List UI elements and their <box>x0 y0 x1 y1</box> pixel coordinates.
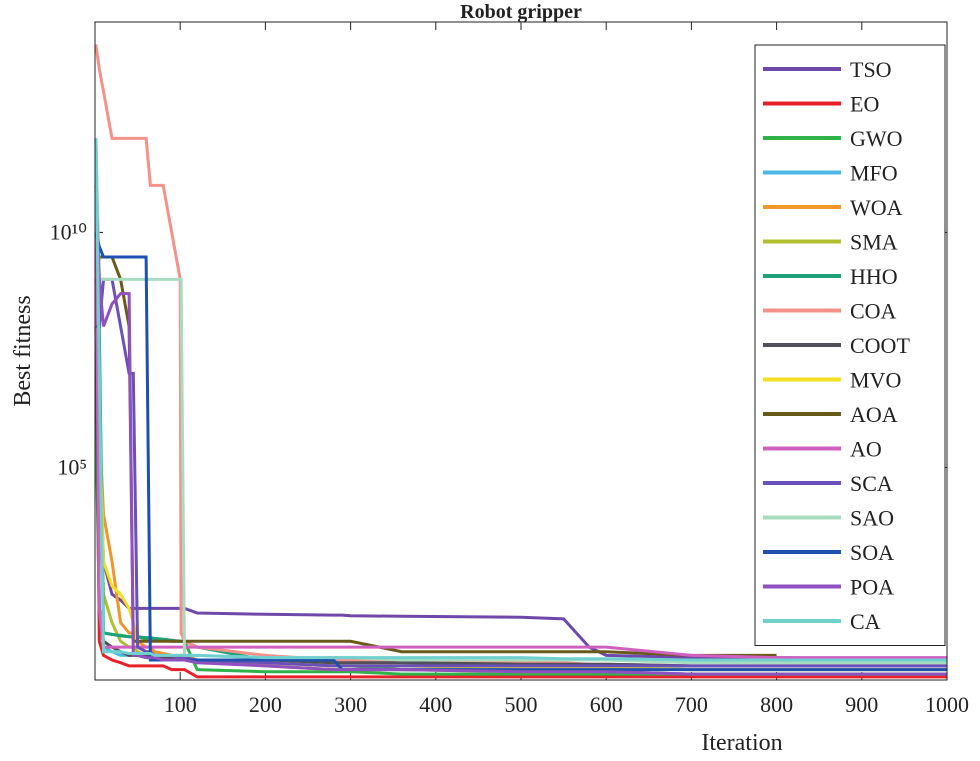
series-line <box>94 255 777 657</box>
series-line <box>94 138 947 662</box>
legend-label: AO <box>850 437 882 462</box>
x-tick-label: 600 <box>590 692 623 717</box>
y-tick-label: 10¹⁰ <box>50 219 88 244</box>
x-tick-label: 300 <box>334 692 367 717</box>
legend-label: MVO <box>850 368 901 393</box>
legend-label: COOT <box>850 333 910 358</box>
series-line <box>95 277 947 668</box>
legend-label: POA <box>850 575 894 600</box>
series-line <box>94 185 947 660</box>
legend-label: AOA <box>850 402 898 427</box>
x-tick-label: 500 <box>505 692 538 717</box>
legend-label: TSO <box>850 57 892 82</box>
y-tick-label: 10⁵ <box>57 454 87 479</box>
legend-label: SCA <box>850 471 893 496</box>
legend-label: SAO <box>850 506 894 531</box>
x-tick-label: 200 <box>249 692 282 717</box>
x-tick-label: 1000 <box>925 692 969 717</box>
legend-label: MFO <box>850 161 898 186</box>
x-axis-label: Iteration <box>701 730 782 756</box>
y-axis-label: Best fitness <box>10 295 36 406</box>
x-tick-label: 400 <box>419 692 452 717</box>
legend-label: CA <box>850 609 881 634</box>
legend-label: EO <box>850 92 879 117</box>
plot-frame <box>94 21 948 681</box>
series-line <box>94 185 947 676</box>
series-line <box>94 326 947 679</box>
x-tick-label: 900 <box>845 692 878 717</box>
legend-label: COA <box>850 299 897 324</box>
legend-label: HHO <box>850 264 898 289</box>
legend-label: GWO <box>850 126 903 151</box>
x-tick-label: 800 <box>760 692 793 717</box>
x-tick-label: 100 <box>164 692 197 717</box>
chart-title: Robot gripper <box>460 1 582 23</box>
legend-label: WOA <box>850 195 903 220</box>
legend-label: SOA <box>850 540 894 565</box>
legend-label: SMA <box>850 230 898 255</box>
x-tick-label: 700 <box>675 692 708 717</box>
